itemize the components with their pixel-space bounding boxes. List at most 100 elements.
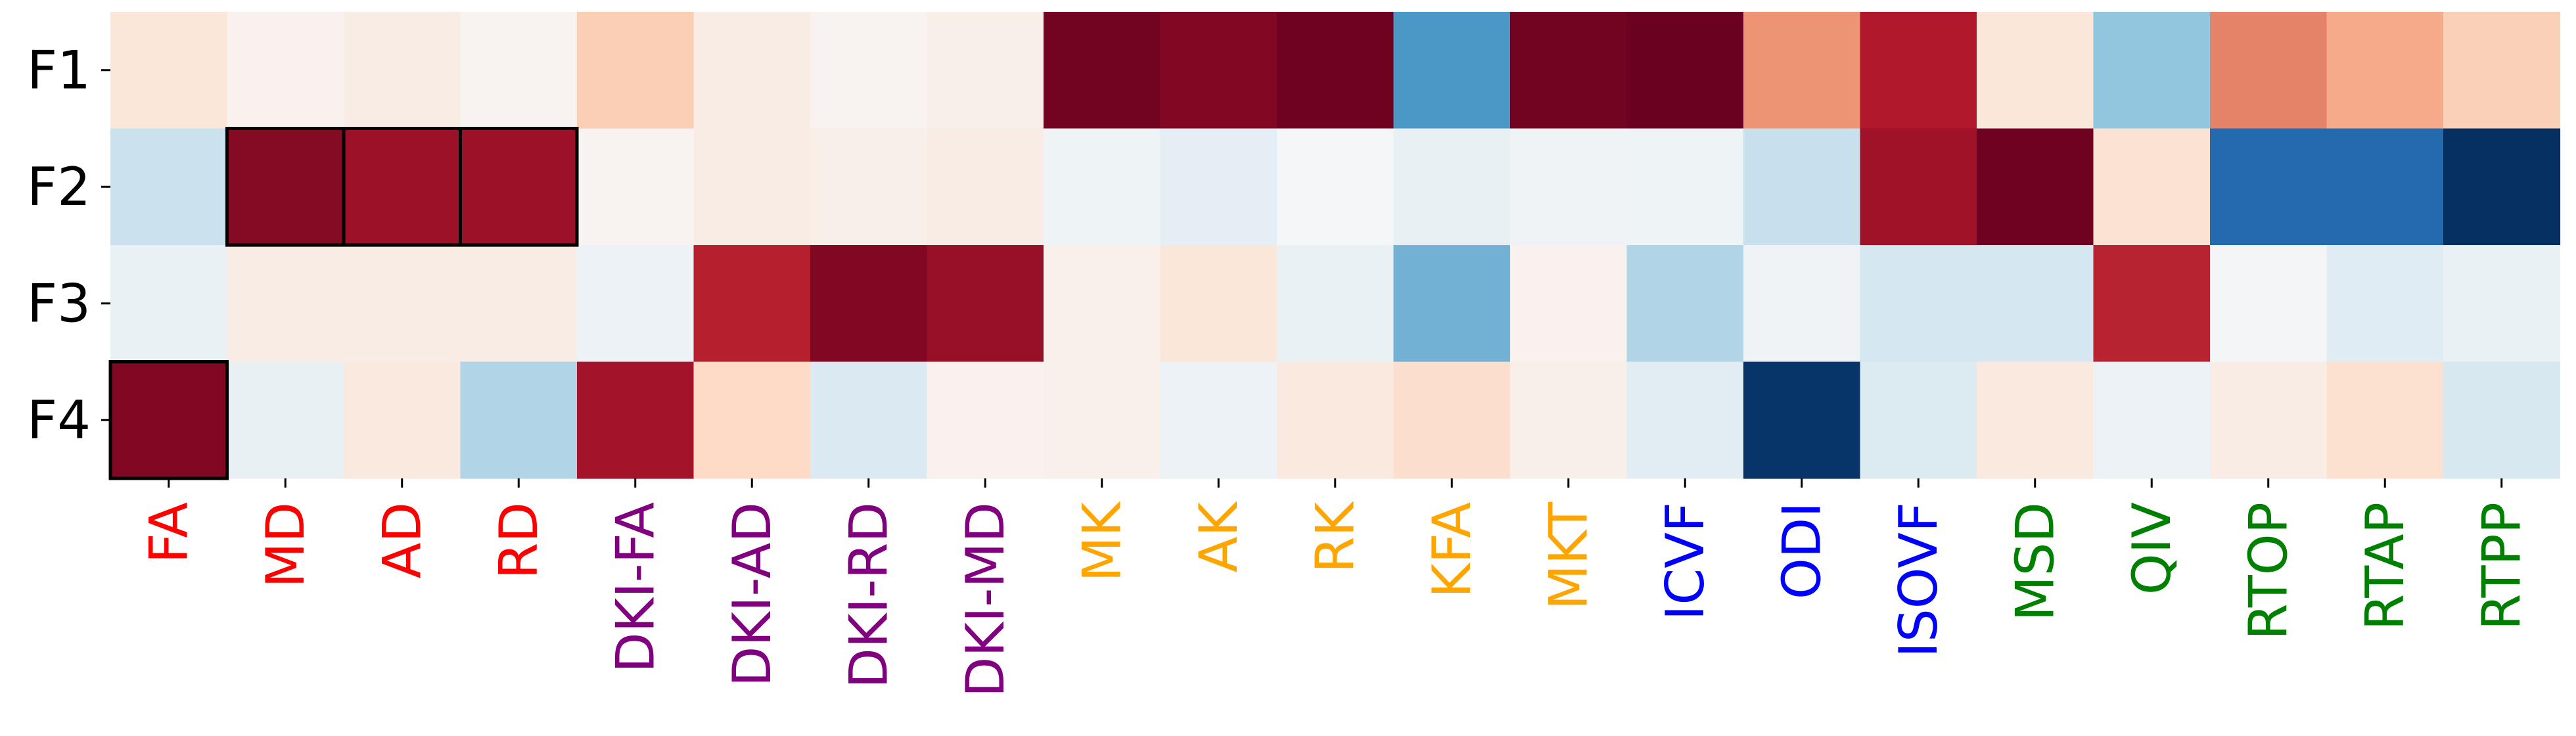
x-tick-label-odi: ODI (1771, 502, 1832, 599)
heatmap-cell-f2-rtap (2326, 128, 2444, 246)
x-tick-label-rtap: RTAP (2355, 502, 2416, 630)
heatmap-cell-f2-ak (1160, 128, 1277, 246)
heatmap-cell-f4-rk (1277, 361, 1394, 479)
heatmap-cell-f3-rd (460, 245, 578, 363)
heatmap-cell-f4-qiv (2093, 361, 2211, 479)
heatmap-cell-f3-rtop (2210, 245, 2328, 363)
heatmap-cell-f1-qiv (2093, 12, 2211, 129)
x-axis: FA MD AD RD DKI-FA DKI-AD DKI-RD DKI-MD MK AK RK KF… (138, 478, 2532, 697)
x-tick-label-rtop: RTOP (2238, 502, 2299, 640)
heatmap-cell-f4-dki-rd (810, 361, 928, 479)
heatmap-cell-f1-ak (1160, 12, 1277, 129)
y-axis: F1 F2 F3 F4 (27, 39, 110, 451)
x-tick-label-dki-md: DKI-MD (955, 502, 1016, 697)
x-tick-label-isovf: ISOVF (1888, 502, 1949, 658)
x-tick-label-msd: MSD (2004, 502, 2065, 621)
heatmap-cell-f4-mkt (1510, 361, 1628, 479)
heatmap-cell-f2-ad (344, 128, 461, 246)
heatmap-cell-f4-dki-fa (577, 361, 695, 479)
heatmap-cell-f3-ak (1160, 245, 1277, 363)
heatmap-cell-f2-md (227, 128, 344, 246)
heatmap-cell-f3-isovf (1860, 245, 1977, 363)
heatmap-cell-f2-qiv (2093, 128, 2211, 246)
heatmap-cell-f4-kfa (1393, 361, 1511, 479)
heatmap-cell-f2-fa (110, 128, 228, 246)
heatmap-cell-f4-icvf (1626, 361, 1744, 479)
heatmap-cell-f1-rd (460, 12, 578, 129)
heatmap-cell-f3-dki-fa (577, 245, 695, 363)
heatmap-cell-f3-dki-ad (693, 245, 811, 363)
y-tick-label-f2: F2 (27, 156, 91, 218)
heatmap-cell-f3-dki-md (927, 245, 1044, 363)
heatmap-cell-f1-dki-md (927, 12, 1044, 129)
x-tick-label-ak: AK (1188, 500, 1249, 572)
heatmap-cell-f1-dki-rd (810, 12, 928, 129)
heatmap-cell-f4-rtpp (2443, 361, 2561, 479)
heatmap-cell-f2-kfa (1393, 128, 1511, 246)
heatmap-cell-f1-dki-fa (577, 12, 695, 129)
x-tick-label-rk: RK (1304, 500, 1366, 573)
x-tick-label-dki-fa: DKI-FA (605, 502, 666, 673)
heatmap-cell-f3-mkt (1510, 245, 1628, 363)
heatmap-cell-f2-dki-fa (577, 128, 695, 246)
heatmap-cell-f4-dki-ad (693, 361, 811, 479)
heatmap-cell-f2-rtpp (2443, 128, 2561, 246)
heatmap-cell-f3-odi (1743, 245, 1861, 363)
heatmap-cell-f3-msd (1977, 245, 2094, 363)
heatmap-cell-f2-mk (1044, 128, 1161, 246)
heatmap-cell-f1-odi (1743, 12, 1861, 129)
heatmap-cell-f2-msd (1977, 128, 2094, 246)
heatmap-cell-f2-rk (1277, 128, 1394, 246)
heatmap-cell-f4-odi (1743, 361, 1861, 479)
heatmap-cell-f1-dki-ad (693, 12, 811, 129)
heatmap-cell-f4-dki-md (927, 361, 1044, 479)
heatmap-cell-f1-mk (1044, 12, 1161, 129)
heatmap-cell-f4-rd (460, 361, 578, 479)
heatmap-cell-f4-fa (110, 361, 228, 479)
heatmap-cell-f4-md (227, 361, 344, 479)
heatmap-cells (110, 12, 2561, 479)
heatmap-cell-f2-dki-ad (693, 128, 811, 246)
x-tick-label-rtpp: RTPP (2471, 502, 2532, 630)
heatmap-cell-f1-rk (1277, 12, 1394, 129)
x-tick-label-qiv: QIV (2121, 502, 2182, 595)
x-tick-label-icvf: ICVF (1655, 502, 1716, 620)
heatmap-cell-f2-odi (1743, 128, 1861, 246)
heatmap-cell-f1-rtap (2326, 12, 2444, 129)
heatmap-cell-f2-dki-rd (810, 128, 928, 246)
heatmap-cell-f4-msd (1977, 361, 2094, 479)
x-tick-label-dki-ad: DKI-AD (722, 502, 783, 687)
x-tick-label-md: MD (255, 502, 316, 588)
heatmap-cell-f2-rd (460, 128, 578, 246)
y-tick-label-f1: F1 (27, 39, 91, 101)
heatmap-cell-f2-isovf (1860, 128, 1977, 246)
heatmap-cell-f1-mkt (1510, 12, 1628, 129)
heatmap-cell-f1-fa (110, 12, 228, 129)
heatmap-cell-f4-isovf (1860, 361, 1977, 479)
heatmap-cell-f1-kfa (1393, 12, 1511, 129)
x-tick-label-rd: RD (488, 502, 549, 579)
heatmap-cell-f1-isovf (1860, 12, 1977, 129)
heatmap-cell-f3-dki-rd (810, 245, 928, 363)
heatmap-cell-f3-icvf (1626, 245, 1744, 363)
heatmap-cell-f4-mk (1044, 361, 1161, 479)
x-tick-label-mkt: MKT (1538, 501, 1599, 610)
heatmap-cell-f3-ad (344, 245, 461, 363)
heatmap-cell-f1-rtpp (2443, 12, 2561, 129)
heatmap-cell-f4-ad (344, 361, 461, 479)
heatmap-cell-f1-md (227, 12, 344, 129)
heatmap-cell-f3-kfa (1393, 245, 1511, 363)
x-tick-label-ad: AD (371, 502, 432, 578)
heatmap-cell-f3-md (227, 245, 344, 363)
heatmap-cell-f3-fa (110, 245, 228, 363)
heatmap-cell-f3-mk (1044, 245, 1161, 363)
heatmap-cell-f4-rtap (2326, 361, 2444, 479)
x-tick-label-dki-rd: DKI-RD (838, 502, 899, 689)
heatmap-cell-f1-ad (344, 12, 461, 129)
highlight-border (459, 127, 579, 247)
x-tick-label-mk: MK (1071, 500, 1132, 582)
heatmap-cell-f4-ak (1160, 361, 1277, 479)
heatmap-cell-f2-rtop (2210, 128, 2328, 246)
heatmap-cell-f1-icvf (1626, 12, 1744, 129)
